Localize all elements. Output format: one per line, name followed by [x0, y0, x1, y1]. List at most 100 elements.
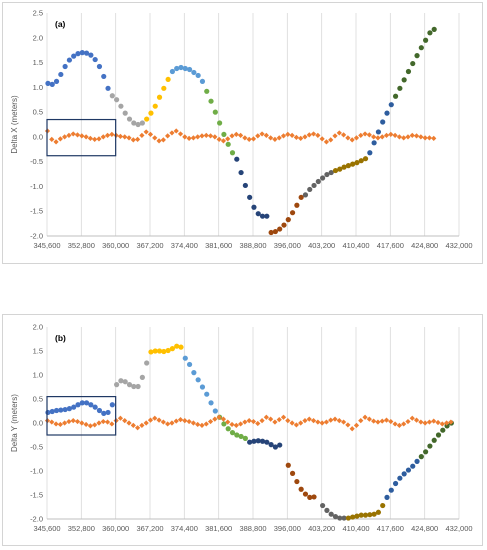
data-point — [324, 507, 330, 513]
y-tick-label: -1.0 — [30, 182, 43, 191]
data-point-diamond — [109, 131, 115, 138]
data-point — [118, 378, 124, 384]
data-point — [225, 426, 231, 432]
data-point-diamond — [418, 134, 424, 140]
y-tick-label: 1.5 — [33, 347, 43, 356]
data-point-diamond — [448, 419, 454, 425]
data-point — [272, 444, 279, 450]
data-point — [238, 433, 244, 440]
data-point-diamond — [186, 135, 192, 141]
data-point — [221, 421, 227, 427]
data-point-diamond — [405, 134, 411, 140]
data-point-diamond — [126, 135, 132, 141]
data-point — [388, 487, 394, 493]
data-point-diamond — [349, 426, 355, 432]
data-point — [328, 511, 334, 517]
data-point-diamond — [135, 136, 141, 142]
data-point-diamond — [62, 420, 68, 426]
data-point-diamond — [220, 138, 227, 144]
data-point — [328, 169, 334, 176]
data-point — [337, 166, 343, 172]
data-point-diamond — [62, 134, 68, 140]
data-point-diamond — [242, 135, 248, 141]
y-tick-label: 1.5 — [33, 58, 43, 67]
data-point — [161, 348, 167, 355]
data-point — [375, 129, 382, 135]
y-tick-label: -2.0 — [30, 515, 43, 524]
data-point-diamond — [371, 134, 377, 140]
data-point-diamond — [383, 132, 390, 139]
data-point — [71, 404, 77, 410]
y-tick-label: 0.5 — [33, 108, 43, 117]
data-point — [242, 182, 248, 189]
data-point-diamond — [66, 418, 72, 425]
data-point-diamond — [293, 422, 299, 428]
data-point — [410, 463, 416, 469]
data-point-diamond — [212, 134, 218, 140]
data-point — [362, 512, 369, 518]
data-point-diamond — [444, 420, 450, 426]
data-point-diamond — [375, 419, 381, 425]
x-tick-label: 345,600 — [33, 241, 60, 250]
data-point-diamond — [353, 135, 360, 141]
data-point — [148, 110, 154, 116]
data-point — [135, 383, 141, 390]
data-point-diamond — [143, 129, 149, 135]
data-point-diamond — [285, 131, 291, 138]
data-point-diamond — [177, 131, 184, 137]
data-point — [204, 391, 210, 397]
data-point-diamond — [285, 418, 291, 424]
data-point-diamond — [310, 418, 317, 424]
data-point — [105, 409, 111, 416]
data-point-diamond — [229, 133, 235, 139]
y-axis-label: Delta Y (meters) — [10, 394, 19, 452]
data-point-diamond — [173, 128, 179, 134]
data-point — [294, 478, 300, 485]
data-point-diamond — [203, 421, 209, 427]
data-point — [423, 37, 429, 43]
data-point-diamond — [401, 135, 407, 141]
data-point-diamond — [160, 137, 166, 143]
data-point-diamond — [323, 139, 330, 145]
x-tick-label: 374,400 — [171, 524, 198, 533]
data-point — [208, 98, 214, 104]
data-point — [217, 120, 223, 126]
x-tick-label: 381,600 — [205, 524, 232, 533]
data-point-diamond — [371, 418, 377, 424]
data-point — [212, 109, 218, 115]
data-point — [165, 76, 171, 83]
data-point-diamond — [143, 420, 149, 426]
data-point — [88, 402, 94, 408]
data-point-diamond — [268, 416, 274, 422]
data-point — [225, 141, 231, 147]
x-tick-label: 352,800 — [68, 241, 95, 250]
data-point — [371, 140, 377, 146]
x-tick-label: 381,600 — [205, 241, 232, 250]
highlight-box — [46, 118, 117, 157]
data-point — [315, 178, 321, 185]
data-point-diamond — [336, 130, 342, 136]
data-point-diamond — [57, 136, 63, 142]
data-point-diamond — [302, 134, 308, 140]
data-point — [345, 163, 351, 169]
data-point — [49, 81, 55, 87]
data-point — [114, 97, 120, 103]
data-point-diamond — [280, 414, 287, 420]
data-point-diamond — [74, 418, 81, 425]
data-point — [118, 103, 124, 109]
data-point — [191, 370, 197, 376]
data-point-diamond — [392, 421, 398, 427]
data-point — [354, 513, 360, 519]
data-point — [139, 120, 145, 126]
data-point-diamond — [289, 420, 295, 426]
data-point-diamond — [362, 131, 368, 137]
data-point — [277, 226, 283, 232]
data-point — [88, 52, 94, 58]
data-point — [75, 51, 81, 57]
data-point-diamond — [388, 131, 394, 138]
highlight-box — [46, 395, 117, 436]
data-point — [294, 202, 300, 208]
data-point — [71, 53, 77, 59]
data-point — [427, 443, 433, 449]
panel-label: (b) — [55, 333, 66, 343]
